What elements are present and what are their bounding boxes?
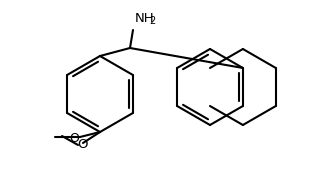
Text: NH: NH — [135, 12, 155, 25]
Text: O: O — [77, 137, 87, 151]
Text: O: O — [69, 132, 79, 146]
Text: 2: 2 — [149, 16, 156, 26]
